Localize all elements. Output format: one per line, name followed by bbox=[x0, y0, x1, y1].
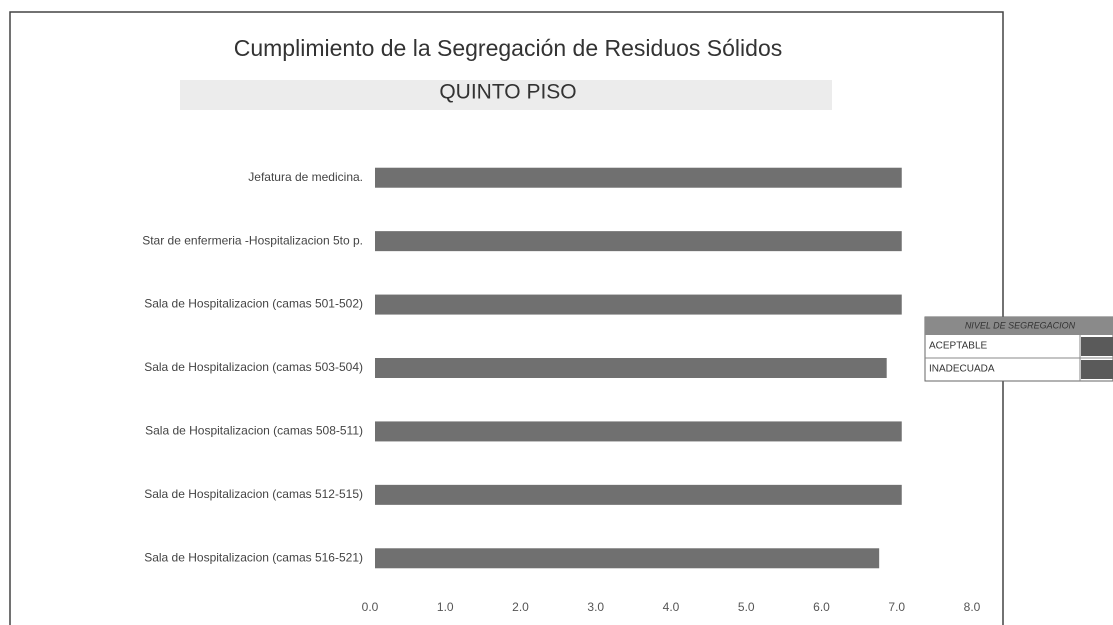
bar bbox=[375, 294, 902, 315]
y-tick-label: Sala de Hospitalizacion (camas 512-515) bbox=[144, 487, 363, 501]
legend-swatch bbox=[1081, 360, 1113, 379]
bar bbox=[375, 231, 902, 252]
legend-label: INADECUADA bbox=[929, 364, 995, 375]
y-tick-label: Sala de Hospitalizacion (camas 501-502) bbox=[144, 297, 363, 311]
x-tick-label: 1.0 bbox=[437, 600, 454, 614]
title-band bbox=[180, 80, 832, 110]
x-tick-label: 0.0 bbox=[362, 600, 379, 614]
x-tick-label: 4.0 bbox=[663, 600, 680, 614]
chart-subtitle: QUINTO PISO bbox=[439, 81, 576, 104]
legend-label: ACEPTABLE bbox=[929, 341, 987, 352]
x-tick-label: 3.0 bbox=[587, 600, 604, 614]
y-tick-label: Star de enfermeria -Hospitalizacion 5to … bbox=[142, 233, 363, 247]
x-tick-label: 7.0 bbox=[888, 600, 905, 614]
chart-title: Cumplimiento de la Segregación de Residu… bbox=[234, 35, 783, 61]
x-tick-label: 8.0 bbox=[964, 600, 981, 614]
y-tick-label: Jefatura de medicina. bbox=[248, 170, 363, 184]
x-tick-label: 6.0 bbox=[813, 600, 830, 614]
x-tick-label: 2.0 bbox=[512, 600, 529, 614]
bar bbox=[375, 421, 902, 442]
legend-title: NIVEL DE SEGREGACION bbox=[965, 320, 1076, 330]
y-tick-label: Sala de Hospitalizacion (camas 503-504) bbox=[144, 360, 363, 374]
legend-swatch bbox=[1081, 337, 1113, 356]
x-tick-label: 5.0 bbox=[738, 600, 755, 614]
bar bbox=[375, 484, 902, 505]
bar bbox=[375, 548, 880, 569]
y-tick-label: Sala de Hospitalizacion (camas 516-521) bbox=[144, 550, 363, 564]
bar bbox=[375, 358, 887, 378]
legend-header bbox=[925, 317, 1113, 335]
y-tick-label: Sala de Hospitalizacion (camas 508-511) bbox=[145, 424, 363, 438]
bar bbox=[375, 167, 902, 188]
